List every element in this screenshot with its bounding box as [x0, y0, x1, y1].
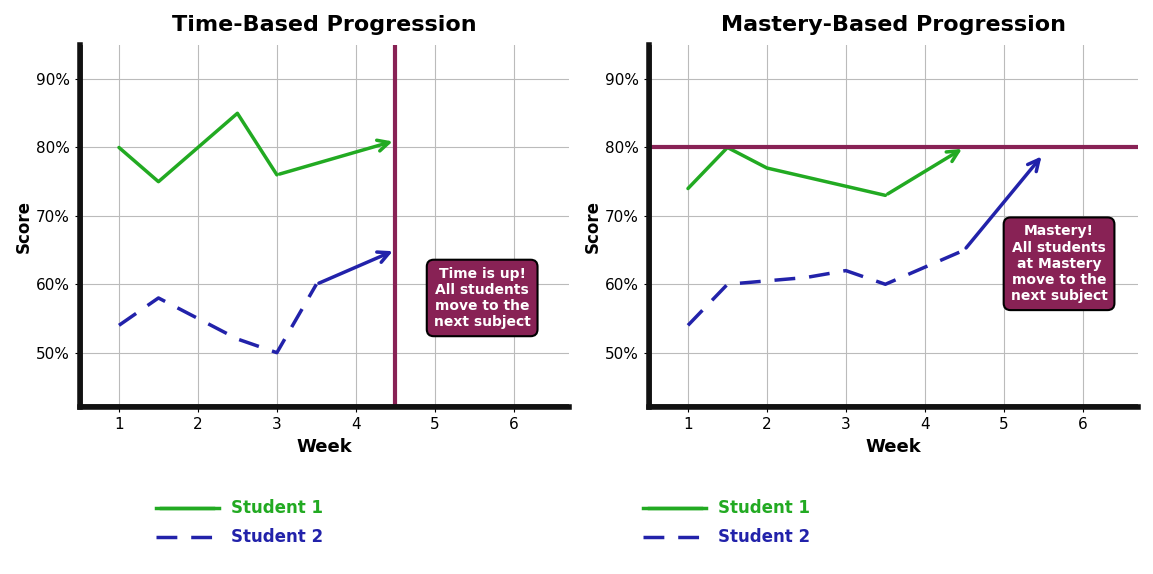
Text: Student 1: Student 1	[718, 499, 811, 517]
X-axis label: Week: Week	[296, 438, 352, 456]
Text: Student 2: Student 2	[718, 528, 811, 546]
Title: Mastery-Based Progression: Mastery-Based Progression	[721, 15, 1065, 35]
X-axis label: Week: Week	[866, 438, 921, 456]
Text: Student 2: Student 2	[231, 528, 323, 546]
Y-axis label: Score: Score	[585, 200, 602, 253]
Text: Mastery!
All students
at Mastery
move to the
next subject: Mastery! All students at Mastery move to…	[1011, 224, 1108, 303]
Text: Student 1: Student 1	[231, 499, 323, 517]
Y-axis label: Score: Score	[15, 200, 33, 253]
Title: Time-Based Progression: Time-Based Progression	[172, 15, 476, 35]
Text: Time is up!
All students
move to the
next subject: Time is up! All students move to the nex…	[434, 267, 530, 329]
